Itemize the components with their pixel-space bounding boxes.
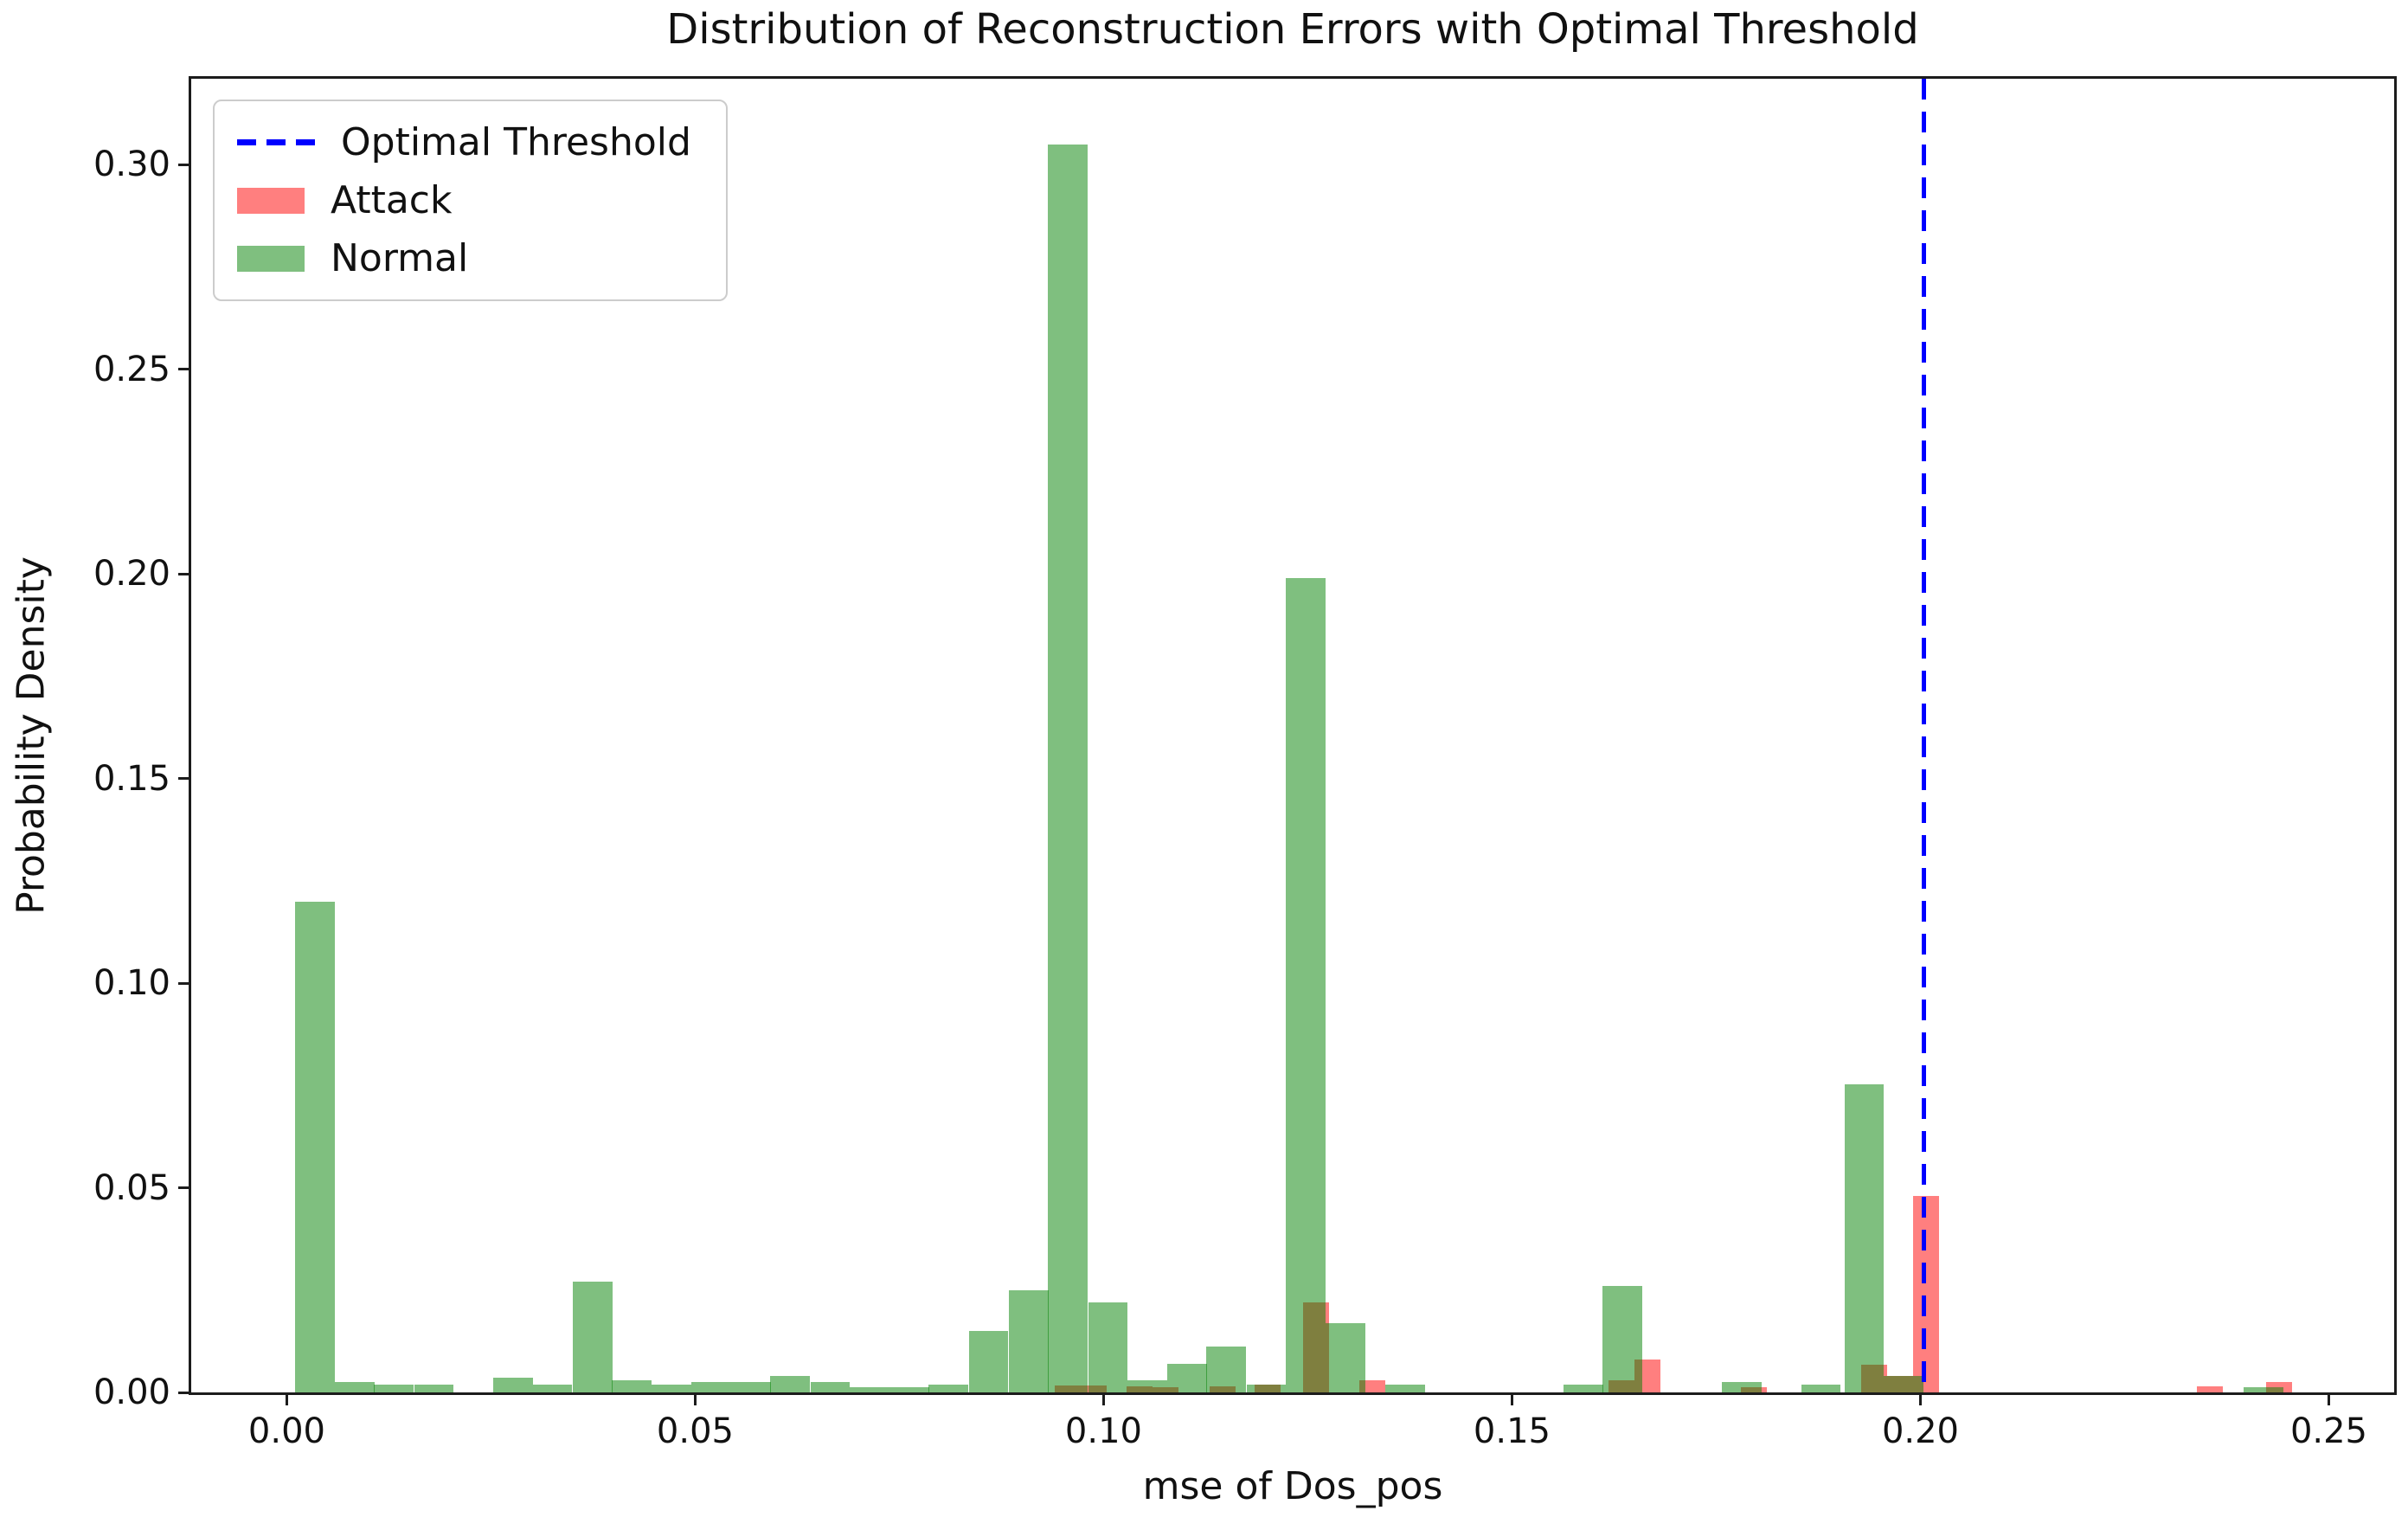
normal-bar [1048,144,1088,1392]
normal-bar [1602,1286,1643,1392]
y-tick-label: 0.30 [93,145,170,185]
normal-bar [652,1384,692,1392]
normal-bar [1127,1379,1167,1392]
legend-item-attack: Attack [237,178,691,222]
normal-bar [1285,577,1326,1392]
normal-bar [928,1384,969,1392]
normal-bar [690,1382,731,1392]
y-tick-mark [178,572,191,575]
threshold-line [1921,79,1926,1392]
normal-bar [889,1387,929,1392]
attack-bar [1358,1379,1386,1392]
x-tick-label: 0.20 [1881,1411,1959,1451]
legend-item-normal: Normal [237,236,691,280]
y-tick-mark [178,981,191,985]
normal-bar [1008,1289,1049,1392]
normal-bar [1246,1384,1287,1392]
y-tick-label: 0.05 [93,1167,170,1208]
normal-bar [1801,1384,1841,1392]
normal-bar [968,1331,1009,1392]
normal-bar [1722,1382,1762,1392]
normal-bar [1167,1363,1207,1392]
y-axis-label: Probability Density [9,556,54,915]
normal-bar [572,1282,613,1392]
x-tick-mark [693,1392,697,1405]
normal-bar [1563,1384,1603,1392]
normal-bar [1883,1376,1923,1392]
y-tick-mark [178,1391,191,1394]
x-tick-label: 0.00 [247,1411,325,1451]
x-tick-label: 0.15 [1473,1411,1551,1451]
attack-swatch-icon [237,187,305,214]
y-tick-label: 0.10 [93,963,170,1004]
x-tick-label: 0.05 [656,1411,734,1451]
x-tick-mark [2327,1392,2330,1405]
chart-title: Distribution of Reconstruction Errors wi… [666,5,1919,54]
x-tick-mark [1101,1392,1105,1405]
y-tick-mark [178,163,191,166]
normal-bar [414,1384,454,1392]
legend-label-threshold: Optimal Threshold [341,120,691,164]
normal-bar [730,1382,771,1392]
normal-bar [493,1378,534,1392]
normal-bar [294,901,335,1392]
x-tick-label: 0.25 [2289,1411,2367,1451]
normal-swatch-icon [237,245,305,272]
x-tick-mark [1918,1392,1922,1405]
normal-bar [810,1382,851,1392]
attack-bar [2196,1385,2223,1392]
y-tick-mark [178,368,191,371]
legend-label-attack: Attack [331,178,453,222]
x-axis-label: mse of Dos_pos [1142,1464,1443,1508]
normal-bar [1385,1384,1425,1392]
normal-bar [1326,1322,1365,1392]
plot-area: 0.00 0.05 0.10 0.15 0.20 0.25 0.00 0.05 0.10 0.1… [93,76,2397,1451]
threshold-dash-icon [237,139,315,145]
y-tick-label: 0.25 [93,349,170,389]
normal-bar [1206,1346,1247,1392]
normal-bar [532,1384,573,1392]
x-tick-label: 0.10 [1064,1411,1142,1451]
legend-label-normal: Normal [331,236,469,280]
normal-bar [1844,1084,1885,1392]
attack-bar [1912,1196,1940,1392]
legend: Optimal Threshold Attack Normal [213,100,728,301]
legend-item-threshold: Optimal Threshold [237,120,691,164]
y-tick-mark [178,777,191,781]
normal-bar [1088,1302,1128,1392]
y-tick-label: 0.15 [93,758,170,799]
normal-bar [849,1387,889,1392]
normal-bar [335,1382,375,1392]
y-tick-label: 0.00 [93,1372,170,1412]
x-tick-mark [1510,1392,1513,1405]
x-tick-mark [285,1392,288,1405]
y-tick-mark [178,1186,191,1190]
normal-bar [374,1384,414,1392]
normal-bar [2244,1387,2284,1392]
attack-bar [2265,1382,2292,1392]
normal-bar [612,1379,652,1392]
y-tick-label: 0.20 [93,554,170,595]
normal-bar [770,1376,811,1392]
